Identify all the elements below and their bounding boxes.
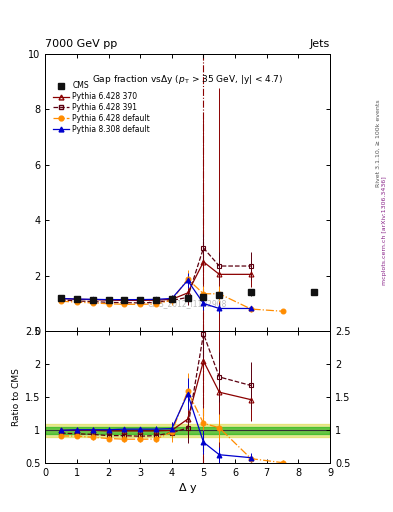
Text: 7000 GeV pp: 7000 GeV pp [45,38,118,49]
Legend: CMS, Pythia 6.428 370, Pythia 6.428 391, Pythia 6.428 default, Pythia 8.308 defa: CMS, Pythia 6.428 370, Pythia 6.428 391,… [52,80,152,136]
Text: CMS_2012_I1102908: CMS_2012_I1102908 [148,299,227,308]
Text: mcplots.cern.ch [arXiv:1306.3436]: mcplots.cern.ch [arXiv:1306.3436] [382,176,387,285]
Text: Jets: Jets [310,38,330,49]
X-axis label: $\Delta$ y: $\Delta$ y [178,481,197,495]
Y-axis label: Ratio to CMS: Ratio to CMS [12,368,21,426]
Bar [45,424,330,437]
Text: Gap fraction vs$\Delta$y ($p_{\rm T}$ > 35 GeV, |y| < 4.7): Gap fraction vs$\Delta$y ($p_{\rm T}$ > … [92,73,283,86]
Bar [45,427,330,434]
Text: Rivet 3.1.10, ≥ 100k events: Rivet 3.1.10, ≥ 100k events [376,99,380,187]
